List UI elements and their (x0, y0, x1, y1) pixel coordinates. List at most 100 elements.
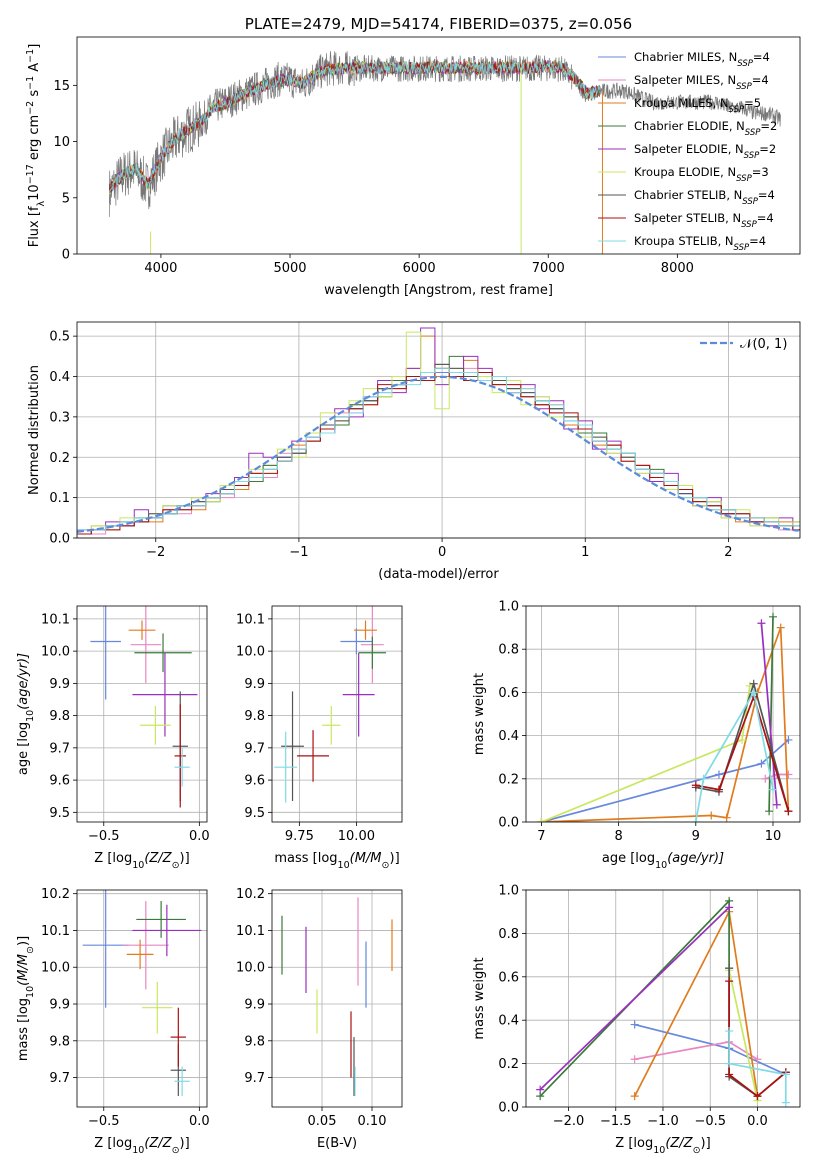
legend-text: Kroupa ELODIE, N (634, 165, 736, 179)
age-vs-Z-points (90, 606, 198, 808)
spectrum-lines (108, 51, 781, 254)
weight-line-chabrier-elodie (768, 616, 774, 812)
weight-line-chabrier-miles (541, 739, 789, 822)
mass-vs-ebv-ticks: 0.05 0.10 9.7 9.8 9.9 10.0 10.1 10.2 (236, 887, 402, 1129)
mass-vs-Z-y-label: mass [log10(M/M⊙)] (16, 936, 36, 1061)
weight-marker (714, 770, 723, 779)
label-part: A (27, 63, 42, 76)
legend-text: Chabrier STELIB, N (634, 188, 742, 202)
weight-marker (784, 770, 793, 779)
legend-entry: Salpeter MILES, NSSP=4 (634, 73, 769, 92)
x-tick-label: −0.5 (694, 1114, 726, 1129)
legend-entry: Kroupa MILES, NSSP=5 (634, 96, 761, 115)
age-vs-mass-axes-frame (271, 605, 403, 823)
weight-vs-age-ticks: 7 8 9 10 0.0 0.2 0.4 0.6 0.8 1.0 (498, 600, 800, 844)
age-vs-Z-x-label: Z [log10(Z/Z⊙)] (94, 851, 189, 871)
weight-marker (749, 679, 758, 688)
histogram-kroupa-stelib (77, 367, 800, 538)
y-tick-label: 9.8 (244, 1034, 265, 1049)
mass-vs-ebv-points (281, 897, 393, 1096)
label-part: Flux [f (27, 206, 42, 247)
mass-vs-Z-ticks: −0.5 0.0 9.7 9.8 9.9 10.0 10.1 10.2 (41, 887, 210, 1129)
label-part: erg cm (27, 115, 42, 164)
mass-vs-ebv-axes-frame (271, 889, 403, 1108)
weight-line-chabrier-stelib (695, 680, 790, 812)
legend-sub: SSP (741, 220, 757, 230)
y-tick-label: 0.5 (49, 330, 70, 345)
weight-marker (699, 774, 708, 783)
weight-marker (537, 818, 546, 822)
legend-sub: SSP (737, 59, 753, 69)
y-tick-label: 10 (53, 135, 70, 150)
weight-vs-Z-y-label: mass weight (472, 957, 487, 1039)
weight-marker (772, 800, 781, 809)
x-tick-label: 5000 (273, 261, 306, 276)
x-tick-label: 9 (692, 829, 700, 844)
legend-sub: SSP (736, 82, 752, 92)
normal-legend-label: 𝒩(0, 1) (740, 337, 787, 352)
residuals-ticks: −2 −1 0 1 2 0.0 0.1 0.2 0.3 0.4 0.5 (49, 322, 800, 560)
weight-marker (714, 785, 723, 794)
legend-entry: Salpeter ELODIE, NSSP=2 (634, 142, 776, 161)
mass-vs-Z-points (82, 890, 202, 1096)
spectrum-ticks: 4000 5000 6000 7000 8000 0 5 10 15 (53, 79, 693, 276)
y-tick-label: 10.0 (236, 961, 265, 976)
weight-marker (725, 1027, 734, 1036)
label-part: −1 (25, 76, 36, 90)
weight-marker (691, 781, 700, 790)
legend-text: Kroupa STELIB, N (634, 234, 734, 248)
legend-tail: =5 (744, 96, 761, 110)
weight-marker (757, 619, 766, 628)
weight-vs-Z-lines (536, 896, 790, 1107)
age-vs-Z-ticks: −0.5 0.0 9.5 9.6 9.7 9.8 9.9 10.0 10.1 (41, 606, 210, 844)
weight-marker (725, 903, 734, 912)
y-tick-label: 10.1 (236, 612, 265, 627)
label-part: 10 (25, 986, 36, 998)
y-tick-label: 10.0 (41, 961, 70, 976)
age-vs-mass-points (274, 606, 387, 803)
y-tick-label: 0.4 (49, 370, 70, 385)
y-tick-label: 9.9 (49, 677, 70, 692)
weight-marker (725, 964, 734, 973)
label-part: (Z/Z (144, 851, 172, 866)
legend-entry: Kroupa STELIB, NSSP=4 (634, 234, 766, 253)
x-tick-label: 2 (724, 545, 732, 560)
y-tick-label: 0.6 (498, 686, 519, 701)
age-vs-Z-y-label: age [log10(age/yr)] (16, 653, 36, 775)
x-tick-label: 7 (537, 829, 545, 844)
legend-text: Kroupa MILES, N (634, 96, 729, 110)
legend-text: Salpeter ELODIE, N (634, 142, 744, 156)
label-part: λ (36, 200, 47, 206)
weight-marker (776, 623, 785, 632)
spectrum-model-line (108, 60, 600, 192)
x-tick-label: 4000 (144, 261, 177, 276)
x-tick-label: −1.0 (647, 1114, 679, 1129)
y-tick-label: 0.4 (498, 1014, 519, 1029)
x-tick-label: 0 (438, 545, 446, 560)
weight-marker (725, 977, 734, 986)
y-tick-label: 0.3 (49, 410, 70, 425)
label-part: 10 (132, 860, 144, 871)
y-tick-label: 0.8 (498, 643, 519, 658)
label-part: ⊙ (693, 1145, 701, 1156)
label-part: )] (16, 936, 31, 946)
x-tick-label: 8000 (661, 261, 694, 276)
x-tick-label: 0.0 (747, 1114, 768, 1129)
spectrum-axes-frame (76, 36, 801, 255)
age-vs-mass-ticks: 9.75 10.00 9.5 9.6 9.7 9.8 9.9 10.0 10.1 (236, 606, 402, 844)
label-part: age [log (602, 851, 655, 866)
weight-vs-age-y-label: mass weight (472, 673, 487, 755)
y-tick-label: 0.8 (498, 927, 519, 942)
y-tick-label: 9.7 (244, 1071, 265, 1086)
legend-tail: =2 (760, 119, 777, 133)
weight-vs-Z-axes-frame (525, 889, 801, 1108)
weight-vs-Z-x-label: Z [log10(Z/Z⊙)] (615, 1136, 710, 1156)
weight-marker (781, 1070, 790, 1079)
label-part: 10 (27, 184, 42, 201)
y-tick-label: 9.8 (49, 1034, 70, 1049)
label-part: Z [log (94, 1136, 132, 1151)
label-part: ] (27, 44, 42, 49)
y-tick-label: 9.7 (49, 741, 70, 756)
y-tick-label: 15 (53, 79, 70, 94)
